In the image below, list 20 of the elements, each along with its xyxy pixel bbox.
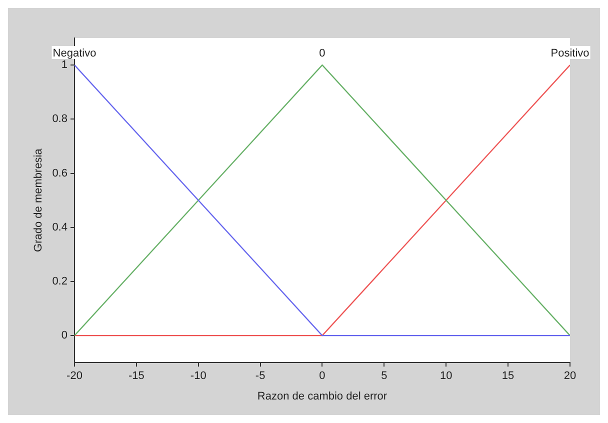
x-tick-label: 10 xyxy=(440,370,452,382)
annotation: Negativo xyxy=(52,48,96,60)
y-axis-title: Grado de membresia xyxy=(32,148,45,252)
y-tick-label: 0.4 xyxy=(52,221,68,234)
annotation: Positivo xyxy=(550,48,590,60)
x-tick-label: -20 xyxy=(66,370,82,382)
y-tick-label: 0 xyxy=(61,330,68,342)
y-tick-label: 0.6 xyxy=(52,167,68,180)
x-tick-label: 0 xyxy=(319,370,326,382)
x-tick-label: -15 xyxy=(128,370,144,382)
x-tick-label: 20 xyxy=(564,370,576,382)
x-axis-title: Razon de cambio del error xyxy=(257,390,388,402)
y-tick-label: 0.2 xyxy=(52,275,68,288)
y-tick-label: 0.8 xyxy=(52,113,68,126)
x-tick-label: -5 xyxy=(255,370,266,382)
y-tick-label: 1 xyxy=(61,59,68,72)
annotation: 0 xyxy=(319,48,326,60)
x-tick-label: 15 xyxy=(502,370,514,382)
x-tick-label: 5 xyxy=(381,370,388,382)
x-tick-label: -10 xyxy=(190,370,206,382)
